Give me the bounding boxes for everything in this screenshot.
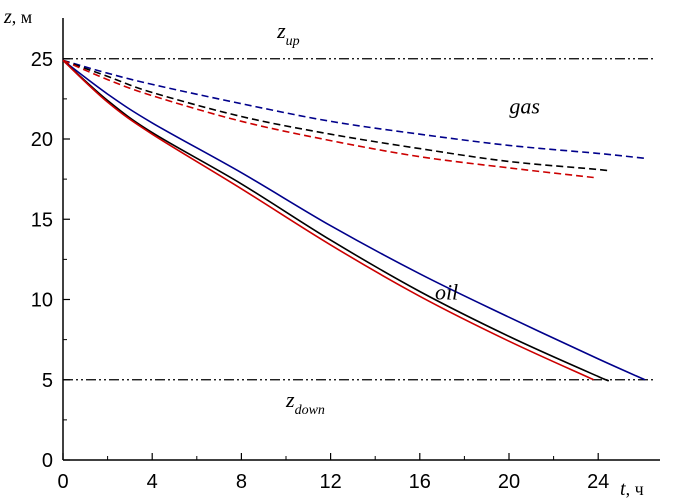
x-tick-label-12: 12 bbox=[319, 471, 341, 493]
plot-frame bbox=[62, 18, 660, 461]
x-tick-label-16: 16 bbox=[409, 471, 431, 493]
series-gas-1 bbox=[62, 59, 646, 160]
reference-lines bbox=[63, 58, 655, 381]
x-tick-label-8: 8 bbox=[236, 471, 247, 493]
x-axis-unit: , ч bbox=[626, 479, 644, 498]
x-axis-label: t, ч bbox=[620, 478, 644, 498]
series-oil-2 bbox=[62, 59, 610, 382]
y-tick-label-15: 15 bbox=[31, 209, 53, 231]
y-tick-label-25: 25 bbox=[31, 49, 53, 71]
y-axis-symbol: z bbox=[3, 6, 12, 28]
x-tick-label-0: 0 bbox=[57, 471, 68, 493]
x-tick-label-4: 4 bbox=[147, 471, 158, 493]
x-axis-symbol: t bbox=[620, 478, 626, 498]
ref-label-sub: down bbox=[295, 403, 325, 418]
y-tick-label-5: 5 bbox=[42, 370, 53, 392]
ref-label-sub: up bbox=[286, 34, 300, 49]
x-tick-label-24: 24 bbox=[587, 471, 609, 493]
series-gas-2 bbox=[62, 59, 610, 172]
series-oil-1 bbox=[62, 59, 646, 381]
series-oil-3 bbox=[62, 59, 595, 381]
tick-labels: 0 4 8 12 16 20 24 0 5 10 15 20 25 bbox=[31, 49, 610, 493]
y-tick-label-10: 10 bbox=[31, 290, 53, 312]
y-axis-unit: , м bbox=[12, 7, 32, 27]
ref-label-main: z bbox=[276, 18, 286, 43]
x-tick-label-20: 20 bbox=[498, 471, 520, 493]
series-gas-3 bbox=[62, 59, 594, 179]
annotation-gas: gas bbox=[509, 93, 540, 118]
series-layer bbox=[62, 59, 646, 382]
y-tick-label-0: 0 bbox=[42, 450, 53, 472]
ref-label-z-down: zdown bbox=[285, 387, 325, 418]
y-axis-label: z, м bbox=[3, 6, 32, 28]
ref-label-main: z bbox=[285, 387, 295, 412]
axis-ticks bbox=[62, 58, 599, 461]
ref-label-z-up: zup bbox=[276, 18, 300, 49]
y-tick-label-20: 20 bbox=[31, 129, 53, 151]
annotation-oil: oil bbox=[435, 280, 458, 305]
